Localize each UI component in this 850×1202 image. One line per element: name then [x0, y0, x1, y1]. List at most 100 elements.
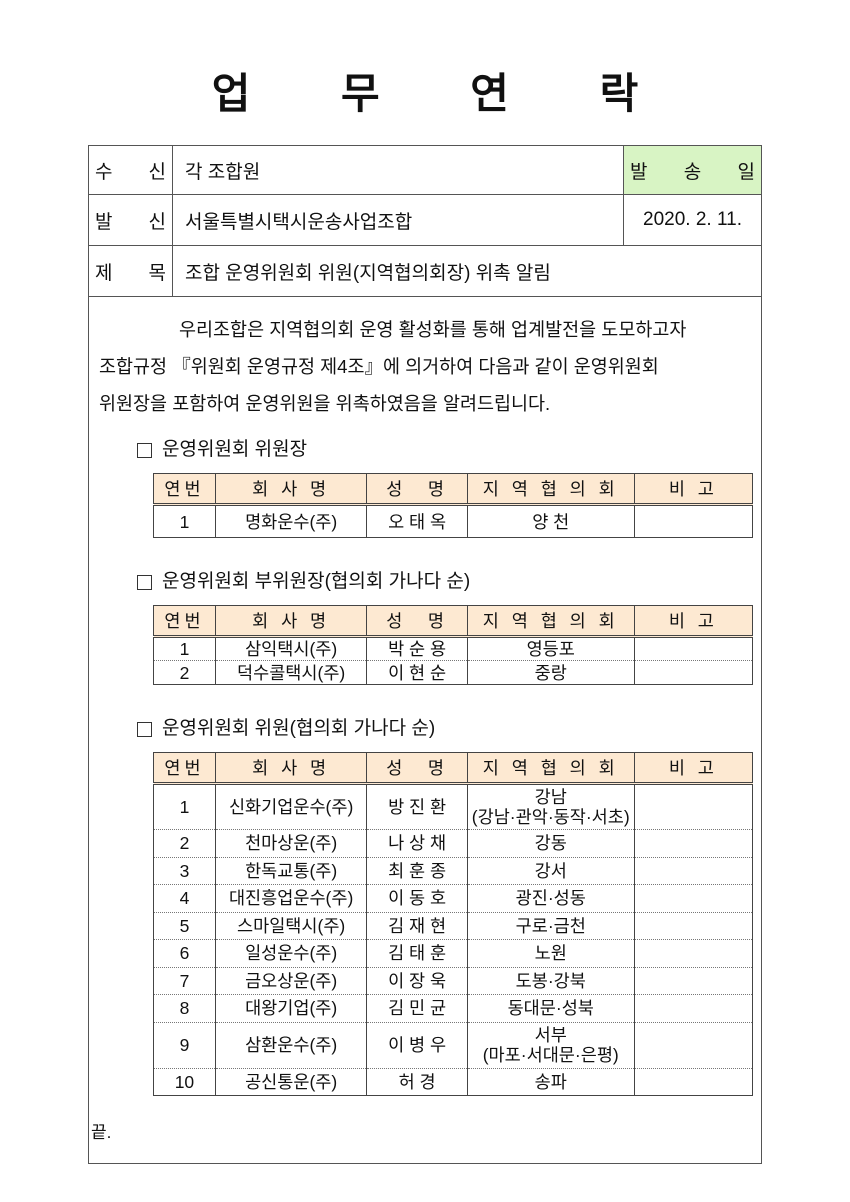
table-cell: 스마일택시(주): [214, 912, 368, 940]
column-header: 회 사 명: [214, 752, 368, 785]
label-char: 일: [737, 161, 755, 183]
table-cell: [633, 783, 754, 830]
table-cell: 중랑: [466, 660, 635, 685]
column-header: 연번: [153, 473, 216, 506]
table-cell: 천마상운(주): [214, 829, 368, 858]
table-cell: 광진·성동: [466, 884, 635, 913]
table-cell: 김 태 훈: [366, 939, 468, 968]
table-cell: 이 장 욱: [366, 967, 468, 995]
table-cell: [633, 994, 754, 1023]
table-cell: 노원: [466, 939, 635, 968]
table-cell: [633, 967, 754, 995]
checkbox-square-icon: [137, 721, 152, 737]
column-header: 회 사 명: [214, 605, 368, 638]
memo-body: 우리조합은 지역협의회 운영 활성화를 통해 업계발전을 도모하고자 조합규정 …: [89, 297, 761, 1163]
body-line: 우리조합은 지역협의회 운영 활성화를 통해 업계발전을 도모하고자: [179, 319, 687, 340]
table-cell: 덕수콜택시(주): [214, 660, 368, 685]
column-header: 회 사 명: [214, 473, 368, 506]
table-cell: [633, 504, 754, 538]
table-cell: [633, 884, 754, 913]
table-row: 2 천마상운(주) 나 상 채 강동: [153, 829, 754, 858]
table-cell: 삼환운수(주): [214, 1022, 368, 1069]
table-cell: 4: [153, 884, 216, 913]
recipient-value: 각 조합원: [185, 161, 261, 183]
column-header: 지 역 협 의 회: [466, 473, 635, 506]
section-heading: 운영위원회 위원(협의회 가나다 순): [137, 715, 753, 743]
column-header: 지 역 협 의 회: [466, 605, 635, 638]
send-date-value: 2020. 2. 11.: [623, 195, 761, 245]
table-cell: 한독교통(주): [214, 857, 368, 885]
table-cell: 1: [153, 783, 216, 830]
table-row: 10 공신통운(주) 허 경 송파: [153, 1068, 754, 1096]
checkbox-square-icon: [137, 442, 152, 458]
label-char: 제: [95, 262, 113, 284]
column-header: 비 고: [633, 473, 754, 506]
table-cell: [633, 939, 754, 968]
column-header: 비 고: [633, 752, 754, 785]
end-mark: 끝.: [91, 1123, 112, 1142]
column-header: 성 명: [366, 752, 468, 785]
table-cell: 강남 (강남·관악·동작·서초): [466, 783, 635, 830]
table-cell: [633, 660, 754, 685]
section-title: 운영위원회 위원장: [162, 439, 308, 460]
table-cell: [633, 636, 754, 661]
table-cell: 9: [153, 1022, 216, 1069]
table-cell: 8: [153, 994, 216, 1023]
label-char: 신: [148, 161, 166, 183]
table-cell: [633, 912, 754, 940]
table-cell: 허 경: [366, 1068, 468, 1096]
table-cell: 2: [153, 660, 216, 685]
table-row: 9 삼환운수(주) 이 병 우 서부 (마포·서대문·은평): [153, 1022, 754, 1069]
table-cell: 강동: [466, 829, 635, 858]
label-char: 송: [683, 161, 702, 183]
table-cell: [633, 1068, 754, 1096]
table-cell: 공신통운(주): [214, 1068, 368, 1096]
label-char: 발: [630, 161, 648, 183]
page-title: 업 무 연 락: [211, 69, 677, 118]
table-cell: 신화기업운수(주): [214, 783, 368, 830]
table-cell: 명화운수(주): [214, 504, 368, 538]
table-row: 7 금오상운(주) 이 장 욱 도봉·강북: [153, 967, 754, 995]
column-header: 지 역 협 의 회: [466, 752, 635, 785]
table-row: 4 대진흥업운수(주) 이 동 호 광진·성동: [153, 884, 754, 913]
section-title: 운영위원회 위원(협의회 가나다 순): [162, 718, 436, 739]
label-char: 신: [148, 211, 166, 233]
subject-value: 조합 운영위원회 위원(지역협의회장) 위촉 알림: [185, 262, 551, 284]
table-cell: 동대문·성북: [466, 994, 635, 1023]
checkbox-square-icon: [137, 574, 152, 590]
section-title: 운영위원회 부위원장(협의회 가나다 순): [162, 571, 471, 592]
column-header: 연번: [153, 605, 216, 638]
table-row: 2 덕수콜택시(주) 이 현 순 중랑: [153, 660, 754, 685]
table-cell: 양 천: [466, 504, 635, 538]
table-cell: 1: [153, 636, 216, 661]
table-cell: 금오상운(주): [214, 967, 368, 995]
column-header: 연번: [153, 752, 216, 785]
table-cell: 김 재 현: [366, 912, 468, 940]
table-cell: 2: [153, 829, 216, 858]
table-row: 3 한독교통(주) 최 훈 종 강서: [153, 857, 754, 885]
table-cell: 최 훈 종: [366, 857, 468, 885]
table-cell: 오 태 옥: [366, 504, 468, 538]
table-cell: 방 진 환: [366, 783, 468, 830]
table-row: 8 대왕기업(주) 김 민 균 동대문·성북: [153, 994, 754, 1023]
column-header: 성 명: [366, 473, 468, 506]
table-cell: 나 상 채: [366, 829, 468, 858]
table-cell: 5: [153, 912, 216, 940]
table-cell: 1: [153, 504, 216, 538]
table-row: 1 삼익택시(주) 박 순 용 영등포: [153, 636, 754, 661]
label-char: 발: [95, 211, 113, 233]
table-cell: 7: [153, 967, 216, 995]
table-cell: 이 병 우: [366, 1022, 468, 1069]
